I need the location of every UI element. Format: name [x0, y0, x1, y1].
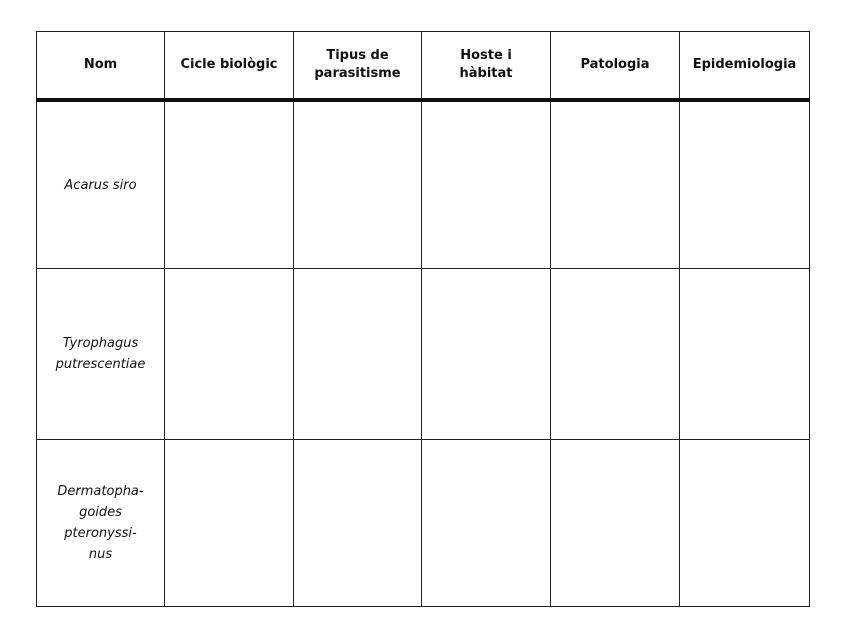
- header-patologia: Patologia: [550, 31, 680, 102]
- table-cell: [421, 439, 551, 607]
- table-cell: [421, 268, 551, 440]
- species-name: Tyrophagus putrescentiae: [36, 268, 165, 440]
- species-name: Dermatopha- goides pteronyssi- nus: [36, 439, 165, 607]
- header-cicle-biologic: Cicle biològic: [164, 31, 294, 102]
- table-cell: [679, 439, 810, 607]
- table-row: Dermatopha- goides pteronyssi- nus: [36, 439, 810, 607]
- table-cell: [550, 268, 680, 440]
- table-cell: [679, 99, 810, 269]
- table-cell: [293, 439, 422, 607]
- header-nom: Nom: [36, 31, 165, 102]
- species-table: Nom Cicle biològic Tipus de parasitisme …: [36, 31, 810, 607]
- header-tipus-parasitisme: Tipus de parasitisme: [293, 31, 422, 102]
- table-cell: [293, 99, 422, 269]
- table-cell: [679, 268, 810, 440]
- species-name: Acarus siro: [36, 99, 165, 269]
- table-cell: [164, 439, 294, 607]
- table-cell: [550, 99, 680, 269]
- table-cell: [164, 268, 294, 440]
- table-cell: [550, 439, 680, 607]
- table-cell: [293, 268, 422, 440]
- header-hoste-habitat: Hoste i hàbitat: [421, 31, 551, 102]
- header-row: Nom Cicle biològic Tipus de parasitisme …: [36, 31, 810, 102]
- table-cell: [421, 99, 551, 269]
- table-cell: [164, 99, 294, 269]
- header-epidemiologia: Epidemiologia: [679, 31, 810, 102]
- table-row: Acarus siro: [36, 99, 810, 269]
- table-row: Tyrophagus putrescentiae: [36, 268, 810, 440]
